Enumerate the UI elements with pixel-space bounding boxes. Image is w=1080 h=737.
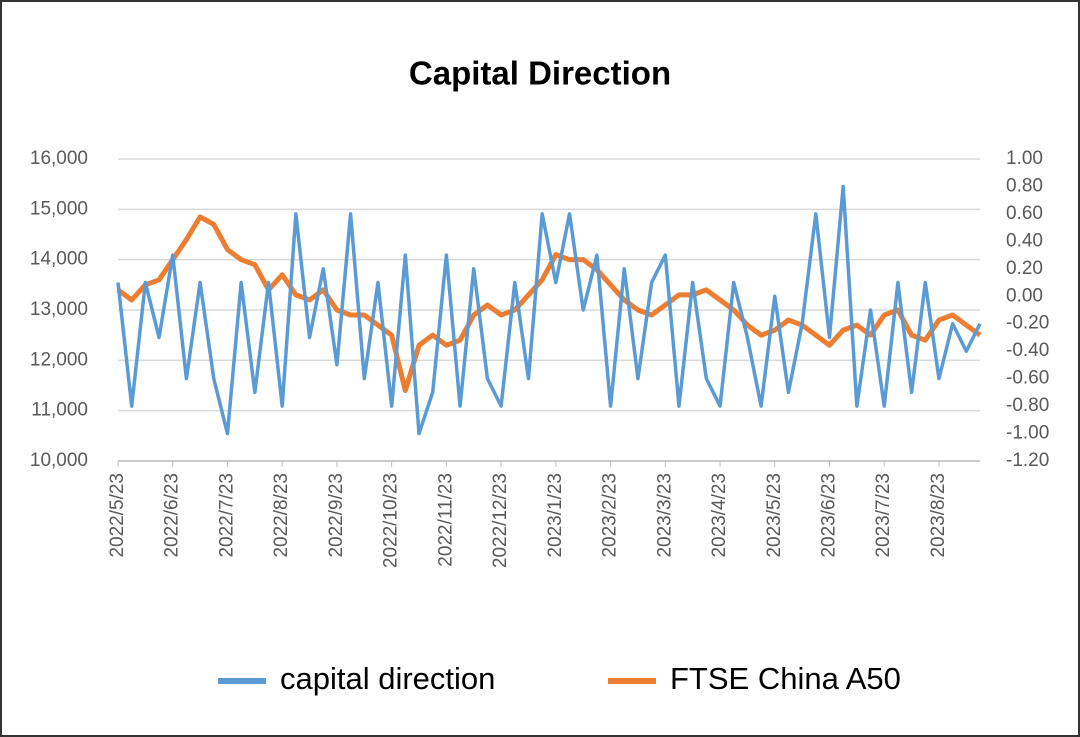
series-line — [116, 184, 982, 436]
y-tick-label: 16,000 — [30, 148, 88, 169]
y2-tick-label: -0.80 — [1006, 395, 1049, 416]
x-tick-label: 2023/2/23 — [600, 473, 621, 558]
x-tick-label: 2022/7/23 — [216, 473, 237, 558]
y-tick-label: 15,000 — [30, 198, 88, 219]
chart-title: Capital Direction — [409, 55, 671, 92]
y2-tick-label: 1.00 — [1006, 148, 1043, 169]
x-tick-label: 2022/6/23 — [162, 473, 183, 558]
x-tick-label: 2023/5/23 — [764, 473, 785, 558]
legend-label: FTSE China A50 — [670, 661, 901, 696]
x-tick-label: 2023/3/23 — [654, 473, 675, 558]
x-tick-label: 2023/7/23 — [873, 473, 894, 558]
y2-tick-label: -1.00 — [1006, 423, 1049, 444]
x-tick-label: 2023/6/23 — [819, 473, 840, 558]
y2-tick-label: 0.60 — [1006, 203, 1043, 224]
x-tick-label: 2023/8/23 — [928, 473, 949, 558]
y2-tick-label: -1.20 — [1006, 450, 1049, 471]
y-tick-label: 11,000 — [31, 400, 88, 421]
y2-tick-label: 0.80 — [1006, 175, 1043, 196]
x-tick-label: 2022/12/23 — [490, 473, 511, 568]
x-tick-label: 2022/11/23 — [435, 473, 456, 567]
legend-label: capital direction — [280, 661, 495, 696]
x-tick-label: 2023/4/23 — [709, 473, 730, 558]
y-tick-label: 12,000 — [30, 349, 88, 370]
y2-tick-label: 0.20 — [1006, 258, 1043, 279]
x-tick-label: 2022/8/23 — [271, 473, 292, 558]
y2-tick-label: 0.00 — [1006, 285, 1043, 306]
x-tick-label: 2022/10/23 — [381, 473, 402, 568]
y-tick-label: 13,000 — [30, 299, 88, 320]
x-tick-label: 2022/9/23 — [326, 473, 347, 558]
y-tick-label: 14,000 — [30, 249, 88, 270]
y2-tick-label: 0.40 — [1006, 230, 1043, 251]
y-tick-label: 10,000 — [30, 450, 88, 471]
x-tick-label: 2023/1/23 — [545, 473, 566, 558]
x-tick-label: 2022/5/23 — [107, 473, 128, 558]
y2-tick-label: -0.60 — [1006, 368, 1049, 389]
series-line — [116, 214, 982, 394]
y2-tick-label: -0.40 — [1006, 340, 1049, 361]
y2-tick-label: -0.20 — [1006, 313, 1049, 334]
